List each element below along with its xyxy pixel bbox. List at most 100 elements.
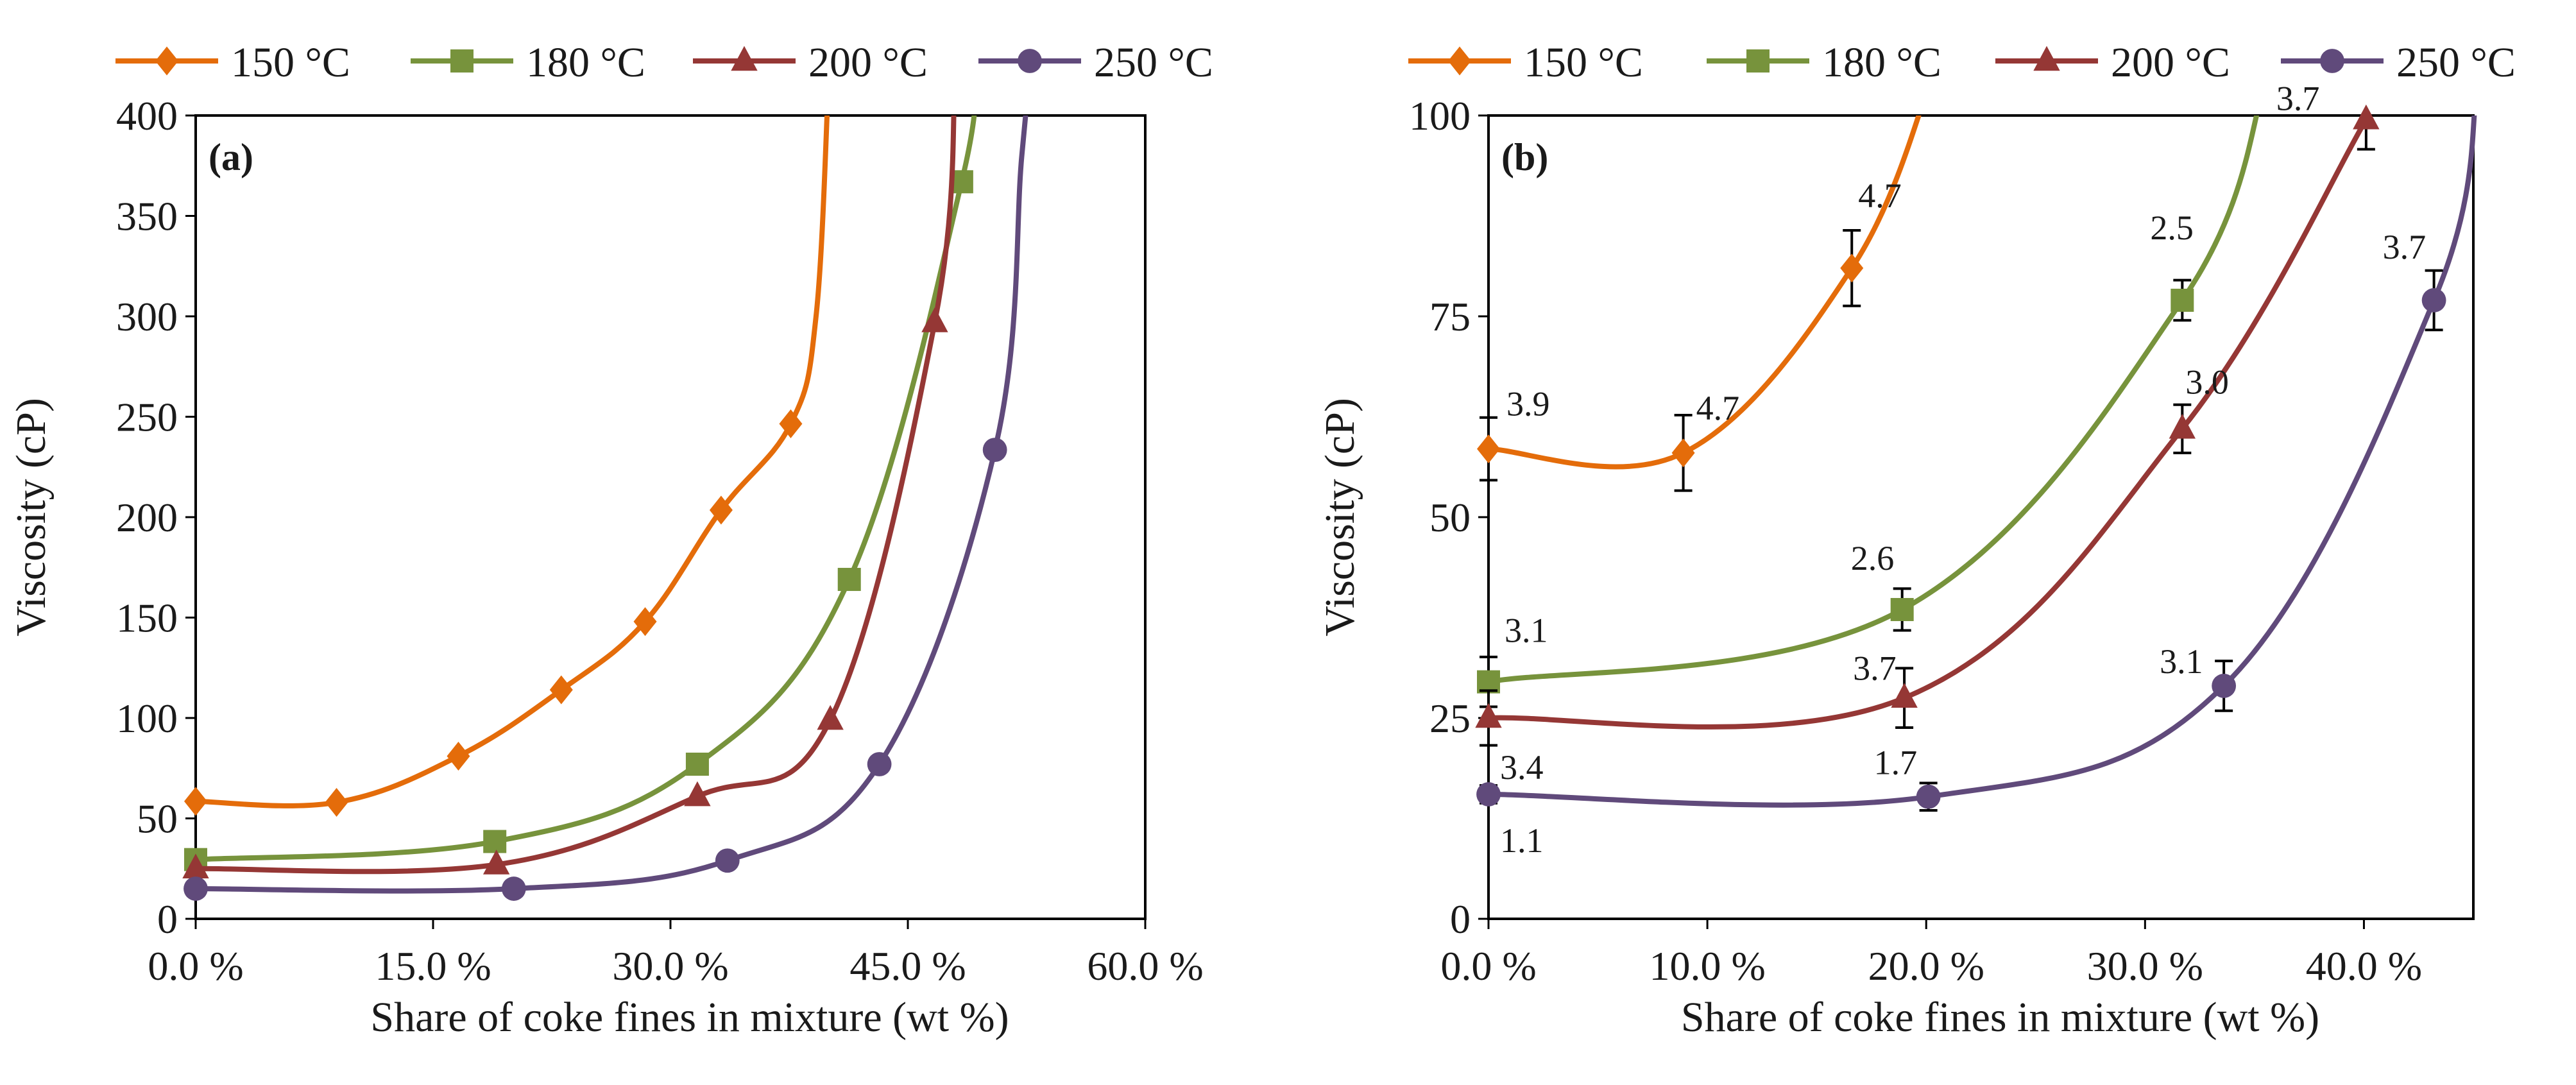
data-point-triangle — [684, 781, 711, 807]
x-tick-label: 0.0 % — [1440, 943, 1536, 989]
data-point-square — [685, 752, 709, 776]
y-axis-title: Viscosity (cP) — [8, 398, 55, 636]
legend-marker-square — [450, 49, 473, 73]
data-point-diamond — [1840, 253, 1864, 283]
data-point-triangle — [1891, 683, 1918, 708]
series-180C: 3.1 2.6 2.5 — [1477, 115, 2260, 708]
legend-item-250C: 250 °C — [978, 39, 1213, 86]
x-tick-label: 20.0 % — [1868, 943, 1984, 989]
series-line — [1488, 118, 2369, 730]
data-point-diamond — [184, 787, 207, 816]
legend-marker-circle — [2320, 49, 2344, 73]
error-value-label: 3.4 — [1500, 748, 1544, 787]
data-point-square — [483, 830, 507, 853]
error-value-label: 2.6 — [1851, 539, 1895, 577]
data-point-triangle — [921, 307, 948, 332]
legend-label: 250 °C — [2396, 39, 2516, 86]
legend-label: 180 °C — [526, 39, 645, 86]
y-tick-label: 100 — [1409, 93, 1471, 139]
y-tick-label: 100 — [116, 696, 178, 741]
x-tick-label: 0.0 % — [148, 943, 243, 989]
series-line — [195, 115, 957, 875]
error-value-label: 3.7 — [1853, 649, 1897, 688]
y-tick-label: 150 — [116, 595, 178, 641]
legend-marker-circle — [1018, 49, 1042, 73]
series-line — [1488, 115, 2260, 685]
x-tick-label: 40.0 % — [2306, 943, 2422, 989]
series-150C: 3.9 4.7 4.7 — [1477, 115, 1922, 492]
data-point-triangle — [1475, 703, 1502, 728]
data-point-circle — [501, 876, 526, 901]
x-tick-label: 10.0 % — [1649, 943, 1765, 989]
x-tick-label: 15.0 % — [375, 943, 491, 989]
series-200C: 3.4 3.7 3.0 3.7 — [1475, 79, 2380, 787]
error-value-label: 1.7 — [1874, 744, 1918, 782]
panel-a: 0 50 100 150 200 250 300 350 400 0.0 % 15.0 % 30.0 … — [8, 39, 1213, 1041]
error-value-label: 3.7 — [2276, 79, 2320, 117]
y-tick-label: 0 — [157, 896, 178, 942]
y-tick-label: 0 — [1450, 896, 1471, 942]
x-tick-label: 60.0 % — [1087, 943, 1203, 989]
series-150C — [184, 115, 830, 817]
series-200C — [182, 115, 957, 879]
series-line — [1488, 115, 1922, 470]
legend-item-250C: 250 °C — [2281, 39, 2516, 86]
legend-marker-diamond — [155, 46, 178, 76]
y-tick-label: 300 — [116, 294, 178, 339]
data-point-triangle — [2169, 413, 2196, 439]
data-point-circle — [183, 876, 208, 901]
legend-item-180C: 180 °C — [1707, 39, 1941, 86]
panel-label: (a) — [209, 136, 253, 178]
panel-b: 0 25 50 75 100 0.0 % 10.0 % 20.0 % 30.0 % 40.0 % S… — [1317, 39, 2516, 1041]
legend-marker-triangle — [731, 46, 758, 71]
legend-marker-diamond — [1448, 46, 1471, 76]
data-point-circle — [715, 848, 740, 873]
legend-item-150C: 150 °C — [1408, 39, 1643, 86]
series-line — [195, 115, 977, 862]
legend-label: 150 °C — [231, 39, 350, 86]
error-value-label: 3.0 — [2185, 363, 2229, 401]
data-point-triangle — [482, 850, 510, 875]
legend-label: 250 °C — [1094, 39, 1213, 86]
data-point-circle — [1916, 784, 1941, 809]
legend-item-180C: 180 °C — [411, 39, 645, 86]
series-line — [1488, 115, 2477, 808]
error-value-label: 3.1 — [1505, 611, 1548, 650]
x-axis-title: Share of coke fines in mixture (wt %) — [1681, 994, 2319, 1041]
data-point-diamond — [1671, 438, 1695, 468]
legend-label: 180 °C — [1822, 39, 1941, 86]
error-value-label: 2.5 — [2150, 209, 2194, 247]
data-point-square — [1890, 597, 1914, 621]
data-point-diamond — [779, 409, 803, 438]
data-point-diamond — [447, 741, 470, 771]
y-axis-title: Viscosity (cP) — [1317, 398, 1363, 636]
y-tick-label: 50 — [1429, 495, 1471, 540]
legend-label: 200 °C — [2111, 39, 2230, 86]
error-value-label: 3.1 — [2160, 642, 2203, 681]
y-tick-label: 200 — [116, 495, 178, 540]
data-point-diamond — [549, 675, 573, 705]
y-tick-label: 50 — [137, 796, 178, 842]
error-value-label: 1.1 — [1500, 821, 1544, 860]
data-point-triangle — [817, 705, 844, 730]
data-point-diamond — [633, 607, 657, 636]
legend-label: 200 °C — [808, 39, 928, 86]
legend-marker-triangle — [2033, 46, 2060, 71]
y-tick-label: 250 — [116, 395, 178, 440]
data-point-circle — [2212, 674, 2237, 698]
legend-item-200C: 200 °C — [693, 39, 928, 86]
x-tick-label: 30.0 % — [612, 943, 728, 989]
data-point-triangle — [2353, 104, 2380, 130]
x-axis-title: Share of coke fines in mixture (wt %) — [370, 994, 1009, 1041]
data-point-diamond — [709, 495, 733, 525]
y-tick-label: 350 — [116, 194, 178, 239]
x-tick-label: 30.0 % — [2087, 943, 2203, 989]
data-point-square — [837, 568, 861, 592]
series-line — [195, 115, 830, 808]
panel-label: (b) — [1501, 136, 1548, 178]
y-tick-label: 25 — [1429, 696, 1471, 741]
error-value-label: 3.7 — [2383, 228, 2427, 266]
legend-marker-square — [1746, 49, 1770, 73]
data-point-circle — [867, 752, 892, 776]
